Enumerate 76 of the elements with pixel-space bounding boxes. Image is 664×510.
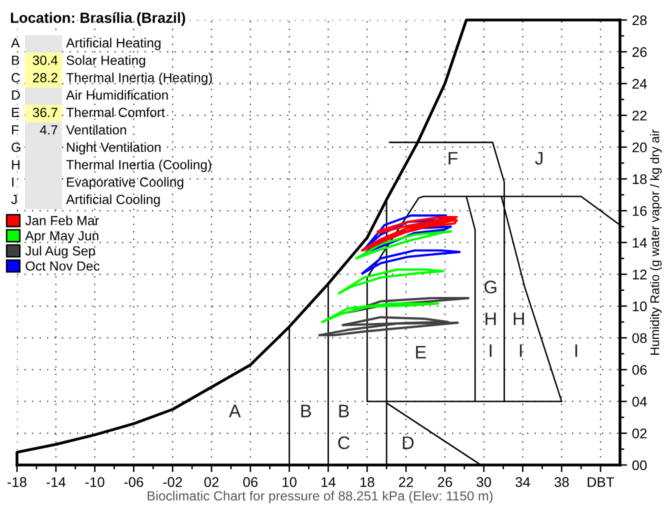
y-tick-label: 26 [632,47,647,57]
x-tick-label: 18 [360,477,374,488]
annotation: Thermal Inertia (Cooling) [66,160,212,172]
annotation: Artificial Heating [66,38,160,50]
y-tick-label: 14 [632,238,647,248]
annotation: G [484,280,496,294]
x-tick-label: 22 [399,477,414,487]
y-tick-label: 02 [632,428,647,438]
x-tick-label: 26 [438,477,452,488]
y-axis-title: Humidity Ratio (g water vapor / kg dry air [650,129,662,355]
annotation: A [228,404,241,418]
annotation: F [448,152,458,165]
category-label: G [12,142,20,152]
annotation: I [520,344,522,357]
annotation: I [490,344,492,357]
data-label: 28.2 [32,73,58,82]
category-label: C [12,73,20,82]
x-tick-label: 38 [554,477,569,488]
text: Location: Brasília (Brazil) [10,12,186,26]
legend-label: Jan Feb Mar [25,216,99,226]
annotation: Thermal Inertia (Heating) [66,72,212,85]
category-label: F [12,125,19,134]
annotation: Artificial Cooling [66,194,160,207]
category-label: B [12,56,20,65]
text: Bioclimatic Chart for pressure of 88.251 kPa (Elev: 1150 m) [148,490,493,504]
y-tick-label: 06 [632,364,647,375]
annotation: C [338,436,350,450]
annotation: H [514,312,524,326]
annotation: Night Ventilation [67,142,161,155]
annotation: D [402,436,414,450]
y-tick-label: 10 [632,301,647,312]
category-label: D [12,90,20,100]
legend-label: Oct Nov Dec [26,261,100,271]
y-tick-label: 08 [632,333,647,344]
category-label: I [12,178,14,187]
x-tick-label: 34 [516,477,530,488]
category-label: A [11,38,20,48]
x-tick-label: 10 [282,477,297,488]
y-tick-label: 24 [632,78,647,89]
x-tick-label: 02 [204,477,219,488]
data-label: 30.4 [32,56,58,65]
annotation: Thermal Comfort [66,107,165,118]
x-tick-label: -18 [8,477,26,488]
annotation: Solar Heating [66,55,146,68]
x-tick-label: -06 [124,477,144,488]
category-label: J [11,194,17,204]
x-tick-label: 30 [476,477,492,488]
annotation: Ventilation [66,124,126,135]
annotation: H [486,312,496,326]
y-tick-label: 00 [632,460,647,470]
y-tick-label: 04 [632,396,647,407]
legend-label: Apr May Jun [25,231,98,244]
x-tick-label: DBT [588,477,614,487]
y-tick-label: 12 [632,270,647,280]
x-tick-label: -10 [85,477,104,488]
y-tick-label: 22 [632,110,647,120]
x-tick-label: 14 [322,477,336,487]
category-label: H [12,160,20,170]
legend-label: Jul Aug Sep [25,246,95,258]
x-tick-label: -02 [163,477,182,488]
y-tick-label: 28 [632,15,647,26]
annotation: Evaporative Cooling [67,177,184,190]
annotation: J [535,152,542,165]
annotation: Air Humidification [66,90,168,100]
data-label: 4.7 [40,125,58,134]
y-tick-label: 18 [632,174,647,184]
category-label: E [12,108,20,118]
x-tick-label: 06 [243,477,258,488]
annotation: B [301,404,311,418]
annotation: I [575,344,578,357]
annotation: B [339,404,349,418]
x-tick-label: -14 [46,477,66,487]
y-tick-label: 20 [632,142,647,152]
annotation: E [416,346,426,358]
y-tick-label: 16 [632,206,647,216]
data-label: 36.7 [32,108,58,118]
